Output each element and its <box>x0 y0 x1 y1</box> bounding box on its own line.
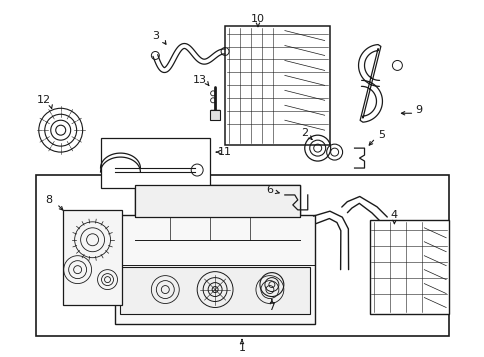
Text: 3: 3 <box>151 31 159 41</box>
Bar <box>36 175 448 336</box>
Bar <box>135 185 299 217</box>
Text: 5: 5 <box>377 130 384 140</box>
Text: 2: 2 <box>301 128 308 138</box>
Bar <box>62 210 122 305</box>
Text: 9: 9 <box>415 105 422 115</box>
Text: 10: 10 <box>250 14 264 24</box>
Text: 4: 4 <box>390 210 397 220</box>
Text: 13: 13 <box>193 75 207 85</box>
Text: 7: 7 <box>268 302 275 312</box>
Text: 1: 1 <box>238 343 245 353</box>
Polygon shape <box>115 185 314 325</box>
Bar <box>369 220 448 315</box>
Bar <box>120 267 309 315</box>
Text: 6: 6 <box>266 185 273 195</box>
Text: 11: 11 <box>218 147 231 157</box>
Bar <box>100 138 210 188</box>
Bar <box>225 26 329 145</box>
Text: 8: 8 <box>45 195 52 205</box>
Bar <box>210 110 220 120</box>
Text: 12: 12 <box>37 95 51 105</box>
